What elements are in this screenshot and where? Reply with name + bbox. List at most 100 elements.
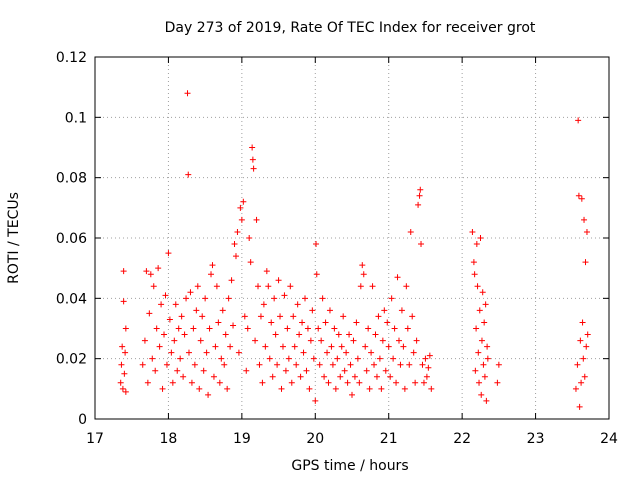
- data-point: [237, 204, 244, 211]
- data-point: [359, 262, 366, 269]
- data-point: [299, 319, 306, 326]
- data-point: [191, 361, 198, 368]
- data-point: [470, 259, 477, 266]
- data-point: [344, 379, 351, 386]
- data-point: [243, 367, 250, 374]
- data-point: [168, 349, 175, 356]
- data-point: [194, 283, 201, 290]
- data-point: [395, 337, 402, 344]
- data-point: [322, 319, 329, 326]
- data-point: [177, 355, 184, 362]
- data-point: [150, 283, 157, 290]
- data-point: [481, 373, 488, 380]
- data-point: [398, 307, 405, 314]
- data-point: [480, 361, 487, 368]
- data-point: [257, 313, 264, 320]
- data-point: [159, 385, 166, 392]
- x-tick-label: 21: [380, 431, 398, 447]
- data-point: [249, 156, 256, 163]
- data-point: [213, 283, 220, 290]
- data-point: [388, 295, 395, 302]
- data-point: [215, 319, 222, 326]
- data-point: [390, 355, 397, 362]
- data-point: [139, 361, 146, 368]
- data-point: [210, 373, 217, 380]
- data-point: [147, 271, 154, 278]
- data-point: [481, 319, 488, 326]
- data-point: [178, 313, 185, 320]
- data-point: [319, 295, 326, 302]
- data-point: [158, 301, 165, 308]
- data-point: [281, 292, 288, 299]
- data-point: [357, 283, 364, 290]
- data-point: [475, 349, 482, 356]
- data-point: [187, 289, 194, 296]
- data-point: [365, 325, 372, 332]
- data-point: [285, 355, 292, 362]
- data-point: [231, 241, 238, 248]
- data-point: [425, 364, 432, 371]
- data-point: [293, 361, 300, 368]
- data-point: [580, 355, 587, 362]
- data-point: [193, 307, 200, 314]
- data-point: [143, 268, 150, 275]
- data-point: [406, 361, 413, 368]
- data-point: [340, 313, 347, 320]
- data-point: [203, 349, 210, 356]
- data-point: [484, 355, 491, 362]
- data-point: [477, 235, 484, 241]
- data-point: [180, 373, 187, 380]
- data-point: [403, 283, 410, 290]
- x-tick-label: 17: [86, 431, 104, 447]
- data-point: [313, 241, 320, 248]
- data-point: [155, 265, 162, 272]
- data-point: [227, 343, 234, 350]
- data-point: [252, 337, 259, 344]
- x-tick-label: 20: [306, 431, 324, 447]
- data-point: [200, 367, 207, 374]
- data-point: [422, 355, 429, 362]
- y-tick-label: 0.1: [65, 110, 87, 126]
- data-point: [284, 325, 291, 332]
- data-point: [401, 385, 408, 392]
- data-point: [146, 310, 153, 317]
- data-point: [387, 373, 394, 380]
- data-point: [332, 385, 339, 392]
- x-tick-label: 24: [600, 431, 618, 447]
- data-point: [476, 307, 483, 314]
- data-point: [478, 337, 485, 344]
- data-point: [282, 367, 289, 374]
- data-point: [224, 385, 231, 392]
- data-point: [221, 361, 228, 368]
- data-point: [287, 283, 294, 290]
- data-point: [369, 283, 376, 290]
- data-point: [371, 361, 378, 368]
- data-point: [218, 355, 225, 362]
- data-point: [156, 343, 163, 350]
- data-point: [122, 388, 129, 395]
- data-point: [473, 241, 480, 248]
- data-point: [581, 373, 588, 380]
- data-point: [291, 343, 298, 350]
- data-point: [161, 331, 168, 338]
- x-tick-label: 23: [527, 431, 545, 447]
- data-point: [412, 379, 419, 386]
- data-point: [400, 343, 407, 350]
- data-point: [366, 385, 373, 392]
- data-point: [343, 349, 350, 356]
- data-point: [153, 325, 160, 332]
- data-point: [253, 216, 260, 223]
- data-point: [313, 271, 320, 278]
- data-point: [363, 367, 370, 374]
- data-point: [316, 361, 323, 368]
- data-point: [375, 313, 382, 320]
- data-point: [404, 325, 411, 332]
- data-point: [216, 379, 223, 386]
- data-point: [262, 343, 269, 350]
- data-point: [184, 90, 191, 97]
- data-point: [230, 322, 237, 329]
- data-point: [328, 343, 335, 350]
- data-point: [584, 331, 591, 338]
- data-point: [472, 367, 479, 374]
- data-point: [266, 355, 273, 362]
